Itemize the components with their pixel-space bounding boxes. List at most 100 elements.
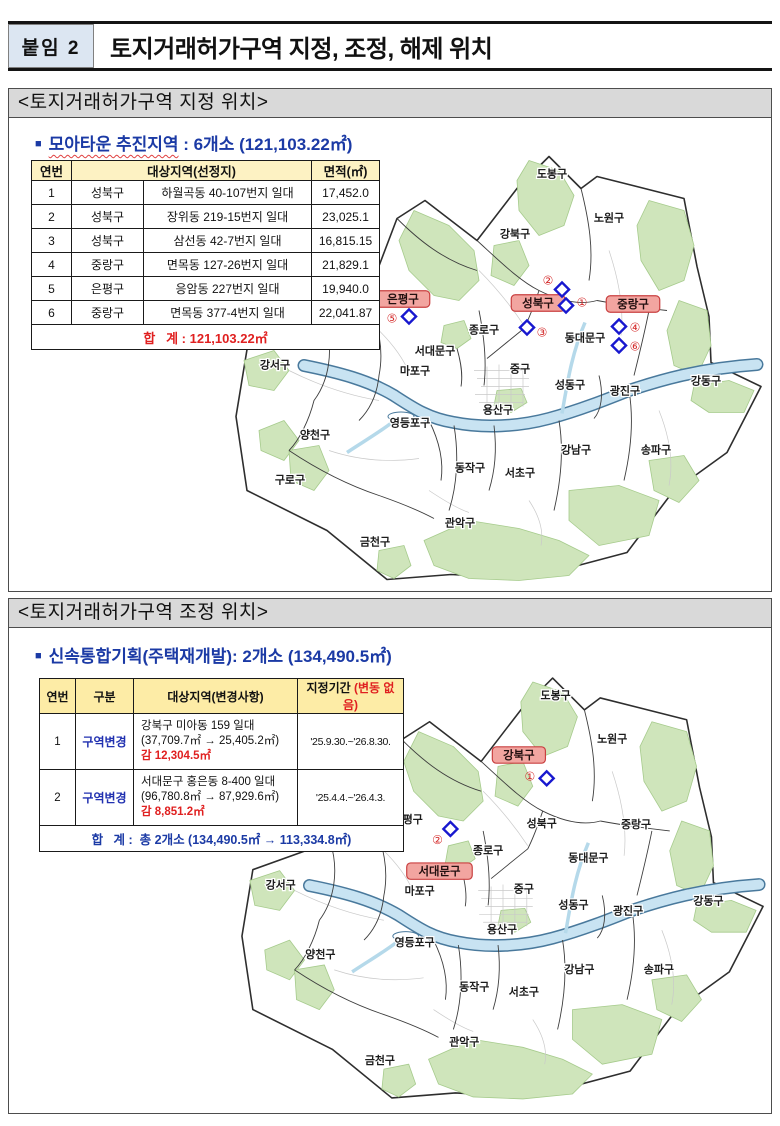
cell-address: 하월곡동 40-107번지 일대 — [142, 180, 313, 205]
moatown-area-table: 연번 대상지역(선정지) 면적(㎡) 1 성북구 하월곡동 40-107번지 일대 17,… — [30, 160, 381, 350]
cell-size: 19,940.0 — [311, 276, 381, 301]
site-marker: ① — [524, 769, 556, 788]
district-label: 성동구 — [558, 897, 588, 911]
table-row: 3 성북구 삼선동 42-7번지 일대 16,815.15 — [31, 228, 381, 253]
table-row: 4 중랑구 면목동 127-26번지 일대 21,829.1 — [31, 252, 381, 277]
district-label: 동작구 — [459, 980, 489, 994]
district-label: 강북구 — [503, 748, 535, 762]
district-label: 영등포구 — [395, 936, 435, 949]
cell-no: 2 — [31, 204, 72, 229]
marker-diamond-icon — [441, 820, 460, 838]
square-bullet-icon: ■ — [35, 650, 42, 662]
district-label: 중구 — [510, 363, 530, 376]
cell-type: 구역변경 — [75, 713, 134, 770]
total-cell: 합 계 : 121,103.22㎡ — [30, 324, 381, 350]
col-header-type: 구분 — [75, 678, 134, 714]
district-label: 양천구 — [300, 428, 330, 442]
type-value: 구역변경 — [82, 735, 127, 749]
table-row: 2 구역변경 서대문구 홍은동 8-400 일대 (96,780.8㎡ → 87,92… — [39, 769, 404, 826]
marker-number: ⑥ — [630, 340, 641, 354]
district-highlight-box — [406, 862, 473, 880]
cell-district: 은평구 — [71, 276, 144, 301]
district-label: 양천구 — [305, 947, 335, 961]
district-label: 강남구 — [561, 443, 591, 457]
district-label: 도봉구 — [537, 168, 567, 181]
district-label: 용산구 — [487, 922, 517, 936]
cell-size: 17,452.0 — [311, 180, 381, 205]
marker-diamond-icon — [610, 336, 628, 355]
cell-address: 응암동 227번지 일대 — [142, 276, 313, 301]
district-label: 도봉구 — [541, 689, 571, 702]
table-footer-row: 합 계 : 총 2개소 (134,490.5㎡ → 113,334.8㎡) — [39, 825, 404, 852]
marker-number: ① — [577, 296, 588, 310]
cell-address: 장위동 219-15번지 일대 — [142, 204, 313, 229]
cell-period: '25.4.4.~'26.4.3. — [297, 769, 404, 826]
district-label: 노원구 — [597, 732, 627, 746]
col-header-target-area: 대상지역(선정지) — [70, 160, 313, 181]
cell-address: 삼선동 42-7번지 일대 — [142, 228, 313, 253]
col-header-size: 면적(㎡) — [311, 160, 381, 181]
section2-content: ■ 신속통합기획(주택재개발): 2개소 (134,490.5㎡) 연번 구분 대상지… — [8, 628, 772, 1114]
district-label: 중랑구 — [621, 818, 651, 831]
table-footer-row: 합 계 : 121,103.22㎡ — [30, 324, 381, 350]
district-label: 서초구 — [509, 985, 539, 999]
cell-no: 6 — [31, 300, 72, 325]
district-label: 관악구 — [449, 1034, 479, 1048]
cell-size: 21,829.1 — [311, 252, 381, 277]
district-label: 마포구 — [405, 883, 435, 897]
district-label: 금천구 — [360, 535, 390, 549]
highlighted-district-서대문구: 서대문구 — [406, 862, 473, 880]
cell-address: 강북구 미아동 159 일대 (37,709.7㎡ → 25,405.2㎡) 감 1… — [133, 713, 298, 770]
speedy-integration-table: 연번 구분 대상지역(변경사항) 지정기간 (변동 없음) 1 구역변경 강북구 미아동 … — [39, 678, 404, 852]
district-label: 성북구 — [522, 296, 554, 310]
district-label: 서대문구 — [415, 344, 455, 358]
table-header-row: 연번 구분 대상지역(변경사항) 지정기간 (변동 없음) — [39, 678, 404, 714]
highlighted-district-중랑구: 중랑구 — [605, 295, 661, 313]
district-label: 용산구 — [483, 403, 513, 417]
district-highlight-box — [605, 295, 661, 313]
district-label: 마포구 — [400, 364, 430, 378]
district-label: 강서구 — [266, 877, 296, 891]
district-label: 영등포구 — [390, 417, 430, 430]
subtitle1-emphasis: 모아타운 추진지역 — [48, 135, 179, 154]
table-header-row: 연번 대상지역(선정지) 면적(㎡) — [31, 160, 381, 181]
cell-size: 16,815.15 — [311, 228, 381, 253]
cell-address: 면목동 127-26번지 일대 — [142, 252, 313, 277]
cell-address: 서대문구 홍은동 8-400 일대 (96,780.8㎡ → 87,929.6㎡)… — [133, 769, 298, 826]
section1-bar: <토지거래허가구역 지정 위치> — [8, 88, 772, 118]
cell-type: 구역변경 — [75, 769, 134, 826]
marker-diamond-icon — [400, 307, 418, 326]
district-label: 서대문구 — [418, 864, 460, 878]
district-label: 중구 — [514, 882, 534, 895]
district-label: 구로구 — [275, 474, 305, 487]
cell-district: 성북구 — [71, 228, 144, 253]
section1-content: ■ 모아타운 추진지역 : 6개소 (121,103.22㎡) 연번 대상지역(선정… — [8, 118, 772, 592]
attachment-tag: 붙임 2 — [8, 24, 94, 68]
col-header-period-note: (변동 없음) — [342, 681, 395, 712]
subtitle2-rest: 신속통합기획(주택재개발): 2개소 (134,490.5㎡) — [48, 647, 392, 666]
col-header-no: 연번 — [39, 678, 76, 714]
cell-district: 중랑구 — [71, 252, 144, 277]
cell-district: 중랑구 — [71, 300, 144, 325]
marker-number: ① — [524, 769, 535, 783]
total-cell: 합 계 : 총 2개소 (134,490.5㎡ → 113,334.8㎡) — [39, 825, 404, 852]
district-label: 강남구 — [564, 962, 594, 976]
district-label: 동대문구 — [565, 331, 605, 345]
marker-number: ② — [543, 274, 554, 288]
highlighted-district-성북구: 성북구 — [510, 294, 566, 312]
district-label: 은평구 — [387, 292, 419, 306]
site-marker: ⑤ — [387, 307, 418, 326]
site-marker: ③ — [518, 318, 547, 340]
site-marker: ① — [557, 296, 588, 315]
table-row: 1 구역변경 강북구 미아동 159 일대 (37,709.7㎡ → 25,405.2… — [39, 713, 404, 770]
marker-number: ⑤ — [387, 312, 398, 326]
district-label: 강북구 — [500, 227, 530, 241]
site-marker: ② — [543, 274, 571, 299]
cell-size: 22,041.87 — [311, 300, 381, 325]
district-label: 광진구 — [610, 384, 640, 398]
table-row: 1 성북구 하월곡동 40-107번지 일대 17,452.0 — [31, 180, 381, 205]
marker-number: ④ — [630, 321, 641, 335]
marker-diamond-icon — [518, 318, 536, 337]
district-label: 종로구 — [473, 844, 503, 857]
page-title: 토지거래허가구역 지정, 조정, 해제 위치 — [110, 35, 493, 63]
